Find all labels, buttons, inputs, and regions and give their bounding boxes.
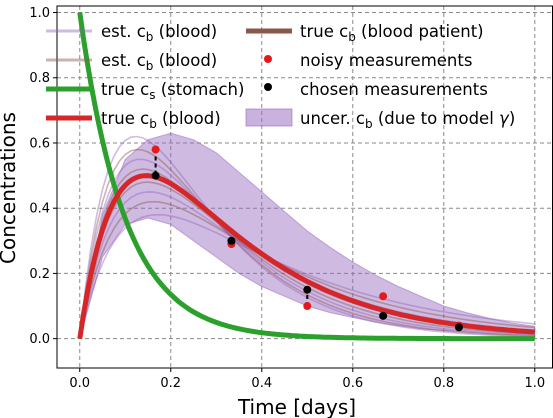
tick-labels: 0.0 0.2 0.4 0.6 0.8 1.0 0.0 0.2 0.4 0.6 0.8 1.0 xyxy=(29,6,545,391)
svg-text:est. cb (blood): est. cb (blood) xyxy=(101,22,217,44)
svg-text:noisy measurements: noisy measurements xyxy=(300,51,472,70)
chosen-point-2 xyxy=(303,285,312,294)
x-axis-label: Time [days] xyxy=(237,395,356,418)
x-tick-label-1: 0.2 xyxy=(160,376,181,391)
y-tick-label-4: 0.8 xyxy=(29,71,50,86)
x-tick-label-5: 1.0 xyxy=(524,376,545,391)
ensemble-line-0 xyxy=(79,213,535,339)
legend-entry-true-patient: true cb (blood patient) xyxy=(246,22,484,44)
svg-text:true cb (blood patient): true cb (blood patient) xyxy=(300,22,484,44)
svg-text:chosen measurements: chosen measurements xyxy=(300,80,488,99)
x-tick-label-4: 0.8 xyxy=(433,376,454,391)
legend-entry-chosen: chosen measurements xyxy=(264,80,488,99)
legend-entry-true-blood: true cb (blood) xyxy=(46,109,221,131)
legend-entry-est-blood-1: est. cb (blood) xyxy=(46,22,217,44)
y-tick-label-3: 0.6 xyxy=(29,136,50,151)
y-tick-label-1: 0.2 xyxy=(29,267,50,282)
stomach-line xyxy=(77,12,535,342)
measurement-points xyxy=(151,145,463,332)
chosen-point-1 xyxy=(227,236,236,245)
chosen-point-4 xyxy=(454,323,463,332)
y-axis-label: Concentrations xyxy=(0,112,20,264)
svg-text:est. cb (blood): est. cb (blood) xyxy=(101,51,217,73)
legend-entry-noisy: noisy measurements xyxy=(264,51,472,70)
y-tick-label-2: 0.4 xyxy=(29,202,50,217)
ensemble-line-1 xyxy=(79,200,535,339)
legend-entry-true-stomach: true cs (stomach) xyxy=(46,80,244,102)
chosen-point-0 xyxy=(151,171,160,180)
x-tick-label-2: 0.4 xyxy=(251,376,272,391)
x-tick-label-0: 0.0 xyxy=(69,376,90,391)
svg-text:uncer. cb (due to model γ): uncer. cb (due to model γ) xyxy=(300,109,515,131)
noisy-point-0 xyxy=(151,145,160,154)
noisy-point-3 xyxy=(379,292,388,301)
legend-entry-est-blood-2: est. cb (blood) xyxy=(46,51,217,73)
svg-text:true cb (blood): true cb (blood) xyxy=(101,109,221,131)
chosen-point-3 xyxy=(379,311,388,320)
y-tick-label-5: 1.0 xyxy=(29,6,50,21)
legend-entry-uncertainty: uncer. cb (due to model γ) xyxy=(245,108,515,131)
svg-text:true cs (stomach): true cs (stomach) xyxy=(101,80,244,102)
noisy-point-2 xyxy=(303,302,312,311)
legend: est. cb (blood) est. cb (blood) true cs … xyxy=(46,22,515,131)
y-tick-label-0: 0.0 xyxy=(29,332,50,347)
x-tick-label-3: 0.6 xyxy=(342,376,363,391)
